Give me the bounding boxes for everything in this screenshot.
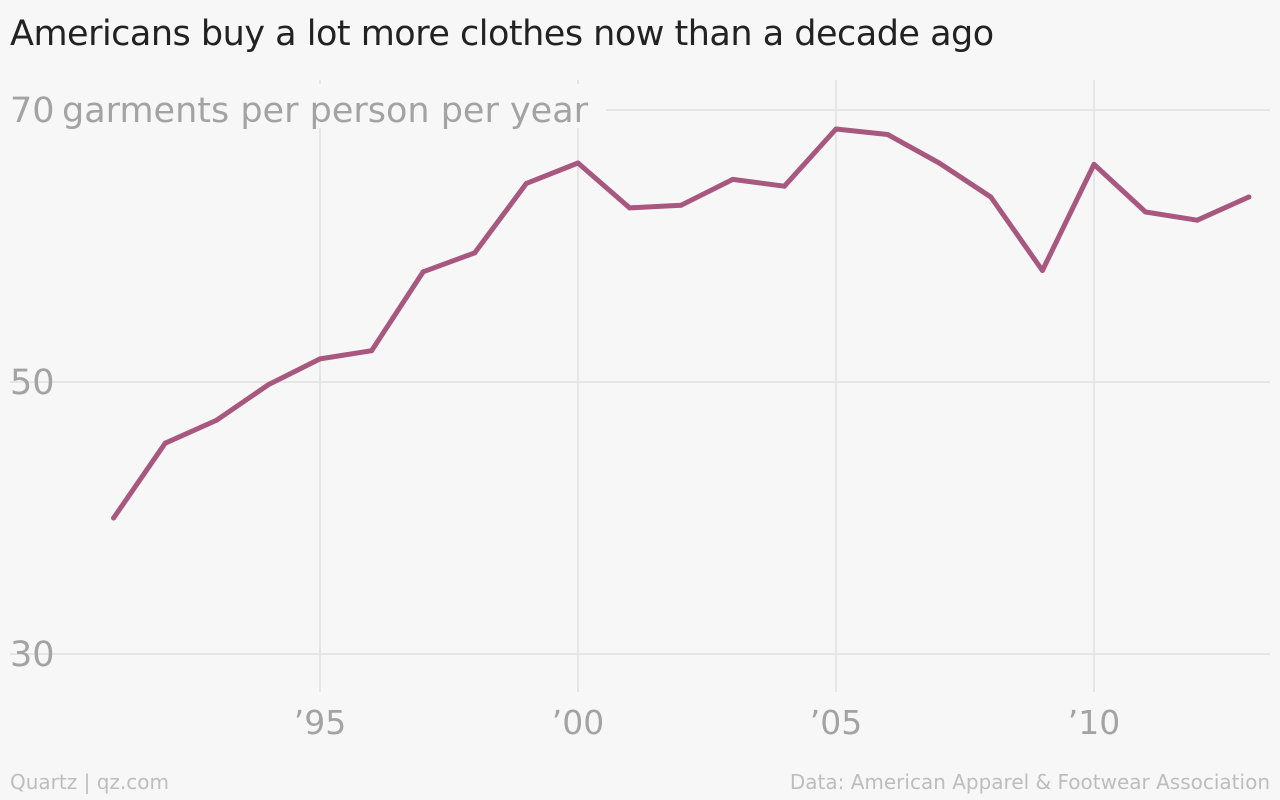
series-line [111, 126, 1252, 521]
data-point [1091, 161, 1097, 167]
data-point [885, 132, 891, 137]
data-point [111, 515, 117, 521]
data-point [214, 417, 220, 423]
data-point [1143, 209, 1149, 215]
data-point [317, 356, 323, 362]
data-point [1039, 268, 1045, 273]
data-point [162, 440, 168, 446]
source-text: Data: American Apparel & Footwear Associ… [789, 770, 1270, 794]
y-tick-label: 70 [10, 91, 55, 131]
x-tick-label: ’95 [294, 703, 346, 742]
x-tick-label: ’10 [1068, 703, 1120, 742]
data-point [730, 176, 736, 182]
data-point [265, 382, 271, 388]
credit-text: Quartz | qz.com [10, 770, 169, 794]
data-point [1194, 217, 1200, 223]
series-layer [111, 126, 1252, 521]
x-tick-label: ’00 [552, 703, 604, 742]
data-point [575, 160, 581, 166]
data-point [369, 348, 375, 354]
y-tick-label: 50 [10, 363, 55, 403]
y-axis-unit-label: garments per person per year [62, 91, 589, 131]
data-point [678, 202, 684, 208]
x-tick-label: ’05 [810, 703, 862, 742]
data-point [472, 250, 478, 256]
data-point [781, 183, 787, 189]
data-point [936, 160, 942, 166]
data-point [523, 180, 529, 186]
data-point [420, 269, 426, 275]
data-point [833, 126, 839, 132]
chart-title: Americans buy a lot more clothes now tha… [10, 14, 994, 54]
tick-labels: ’95 ’00 ’05 ’10 70 garments per person per ye… [8, 84, 1120, 742]
data-point [988, 194, 994, 200]
y-tick-label: 30 [10, 635, 55, 675]
data-point [1246, 194, 1252, 200]
vertical-gridlines [319, 80, 1095, 692]
y-label-background [8, 84, 606, 128]
data-point [627, 205, 633, 211]
